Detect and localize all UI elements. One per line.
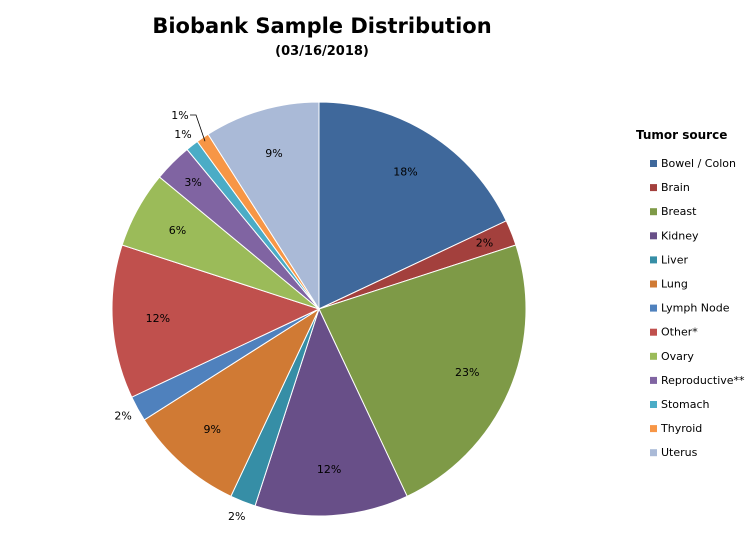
legend-swatch [650,232,657,240]
chart-subtitle: (03/16/2018) [275,44,369,59]
legend-swatch [650,328,657,336]
legend-swatch [650,280,657,288]
legend-title: Tumor source [636,128,727,142]
slice-label: 9% [203,423,220,436]
pie-slice-bowel-colon [318,101,507,310]
legend-entry: Kidney [661,229,699,242]
legend-swatch [650,208,657,216]
slice-label: 2% [228,510,245,523]
legend-swatch [650,352,657,360]
legend-entry: Lung [661,278,688,291]
pie-slice-uterus [207,101,320,311]
slice-label: 18% [393,166,417,179]
pie-slice-lung [143,307,321,497]
legend-entry: Uterus [661,446,698,459]
legend-swatch [650,425,657,433]
slice-label: 12% [146,312,170,325]
legend-entry: Lymph Node [661,302,730,315]
legend-entry: Brain [661,181,690,194]
legend-entry: Liver [661,253,688,266]
pie-slice-kidney [254,307,408,517]
slice-label: 6% [169,224,186,237]
slice-label: 23% [455,366,479,379]
slice-label: 2% [476,237,493,250]
legend-entry: Stomach [661,398,710,411]
legend-swatch [650,184,657,192]
legend-swatch [650,376,657,384]
slice-label: 3% [184,176,201,189]
legend-swatch [650,160,657,167]
slice-labels: 18% 2% 23% 12% 2% 9% 2% 12% 6% 3% 1% 1% 9% [114,109,493,523]
slice-label: 12% [317,463,341,476]
slice-label: 1% [174,128,191,141]
legend-entry: Bowel / Colon [661,157,736,170]
pie-slices [111,101,527,517]
pie-slice-other [111,244,321,398]
legend-swatch [650,449,657,457]
chart-title: Biobank Sample Distribution [152,14,491,38]
legend-entry: Reproductive** [661,374,745,387]
slice-label: 9% [265,147,282,160]
slice-label: 2% [114,410,131,423]
legend-swatch [650,401,657,408]
legend-entry: Ovary [661,350,694,363]
leader-line [190,114,206,142]
legend-swatch [650,256,657,264]
slice-label: 1% [171,109,188,122]
legend-entry: Other* [661,326,698,339]
pie-slice-breast [318,244,527,497]
legend-entry: Thyroid [660,422,702,435]
legend-entry: Breast [661,205,697,218]
legend: Tumor source Bowel / Colon Brain Breast Kid… [636,128,745,459]
legend-swatch [650,304,657,312]
